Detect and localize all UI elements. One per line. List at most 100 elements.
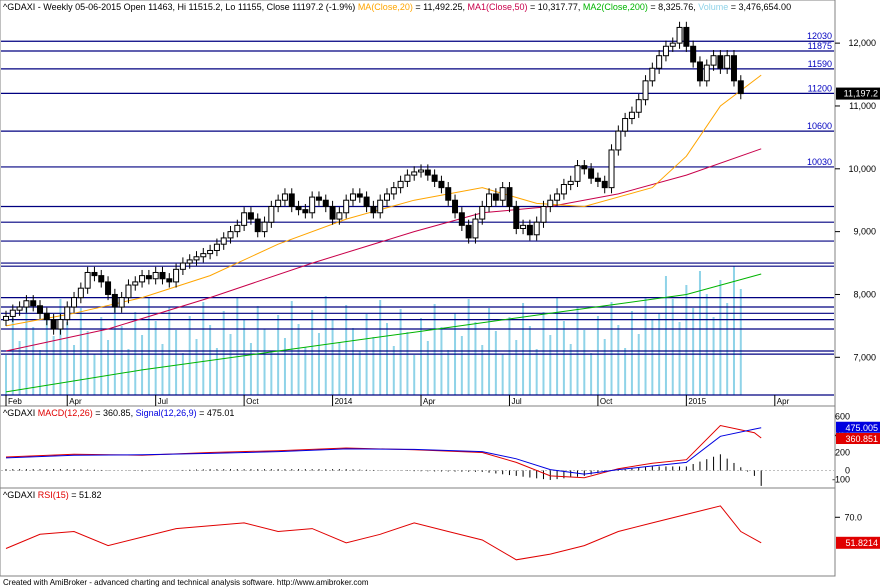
volume-bar [712,317,715,395]
level-label: 10030 [807,157,832,167]
volume-bar [386,323,388,395]
volume-bar [249,343,252,395]
ma200-legend: MA2(Close,200) [583,2,648,12]
candle-body [486,193,493,208]
candle-body [173,268,180,283]
rsi-panel [0,487,836,577]
candle-body [241,212,248,226]
candle-body [662,45,669,57]
candle-body [526,224,533,236]
volume-bar [433,304,436,395]
level-label: 12030 [807,31,832,41]
volume-bar [32,327,35,395]
x-tick-label: 2014 [335,397,353,406]
candle-body [98,275,105,283]
volume-bar [637,334,640,395]
volume-bar [406,332,409,395]
candle-body [111,293,118,308]
candle-body [628,111,635,120]
rsi-y-tick-label: 70.0 [844,512,862,522]
volume-bar [202,302,205,395]
candle-body [506,187,513,207]
macd-header: ^GDAXI MACD(12,26) = 360.85, Signal(12,2… [3,408,234,418]
candle-body [737,80,744,95]
candle-body [418,169,425,173]
candle-body [220,237,227,245]
candle-body [445,187,452,201]
last-price-label: 11,197.2 [844,89,878,99]
volume-bar [413,355,416,395]
volume-bar [542,312,545,395]
volume-bar [290,301,293,395]
x-tick-label: Jul [158,397,168,406]
candle-body [9,309,16,317]
candle-body [560,184,567,195]
candle-body [105,281,112,295]
volume-bar [569,344,572,395]
volume-bar [283,338,286,395]
volume-bar [351,328,354,395]
volume-bar [562,321,565,395]
volume-bar [59,299,62,395]
volume-bar [440,327,443,395]
candle-body [3,315,9,321]
volume-bar [317,333,320,395]
volume-bar [161,344,164,395]
candle-body [295,206,302,211]
candle-body [166,278,173,283]
candle-body [411,171,418,176]
candle-body [71,297,78,308]
candle-body [717,55,724,69]
candle-body [540,206,547,223]
volume-bar [304,347,307,395]
candle-body [234,224,241,233]
candle-body [254,218,261,233]
volume-bar [113,303,116,395]
candle-body [363,196,370,207]
candle-body [404,174,411,182]
candle-body [57,319,64,330]
x-tick-label: Apr [69,397,82,406]
ma200-line [5,273,762,393]
volume-bar [392,346,395,395]
rsi-last-box [836,536,880,549]
candle-body [588,168,595,179]
volume-bar [664,276,667,395]
volume-bar [474,322,477,395]
candle-body [275,199,282,207]
volume-bar [338,342,341,395]
volume-bar [732,266,735,395]
candle-body [622,118,629,132]
macd-y-tick-label: 600 [835,412,850,422]
x-tick-label: 2015 [688,397,706,406]
candle-body [594,177,601,182]
rsi-layer: 70.0 51.8214 [5,505,880,561]
candle-body [179,262,186,270]
volume-bar [263,329,266,395]
volume-bar [188,316,191,395]
volume-bar [5,355,7,395]
volume-bar [719,280,722,395]
volume-bar [236,297,239,395]
candle-body [492,193,499,201]
candle-body [669,42,676,47]
candle-body [16,306,23,311]
candle-body [145,275,152,280]
x-tick-label: Apr [777,397,790,406]
volume-bar [630,311,633,395]
volume-bar [739,289,742,395]
candle-body [730,55,737,82]
volume-bar [39,350,42,395]
candle-body [268,206,275,223]
signal-line [5,427,762,475]
candle-body [139,275,146,283]
volume-bar [297,324,300,395]
candle-body [247,212,254,220]
candle-body [452,199,459,214]
volume-bar [447,350,450,395]
candle-body [554,193,561,201]
volume-bar [52,336,55,395]
candle-body [479,206,486,220]
price-y-tick-label: 10,000 [848,164,876,174]
